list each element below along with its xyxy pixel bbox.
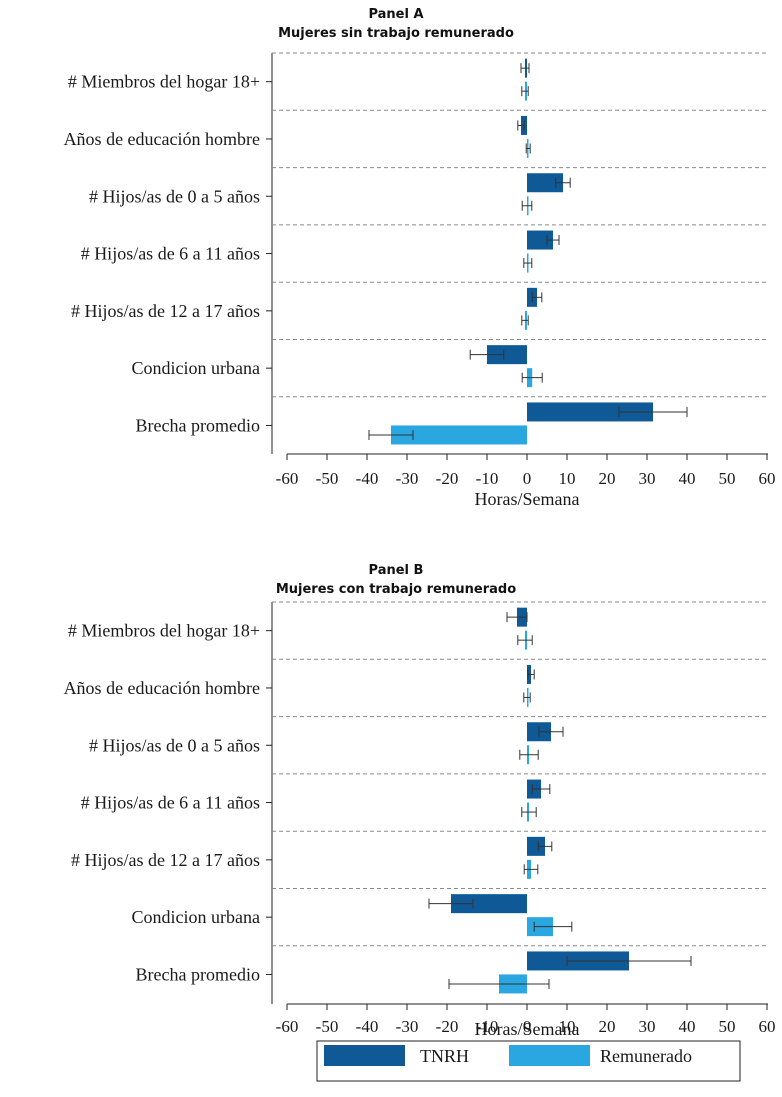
panel-b-x-tick-label: 10 (559, 1017, 576, 1036)
legend-box (316, 1040, 741, 1082)
panel-a-label: Panel A (368, 7, 423, 22)
panel-b-x-tick-label: -30 (396, 1017, 419, 1036)
panel-a-x-axis-title: Horas/Semana (475, 489, 580, 509)
panel-a-x-tick-label: 0 (523, 469, 532, 488)
panel-a-bar-tnrh (487, 345, 527, 365)
panel-b-chart: Panel B Mujeres con trabajo remunerado H… (64, 563, 776, 1039)
panel-a-category-label: Condicion urbana (132, 358, 260, 378)
panel-a-category-label: # Hijos/as de 6 a 11 años (81, 244, 260, 264)
panel-b-category-label: Brecha promedio (136, 964, 260, 984)
panel-b-category-label: Años de educación hombre (64, 678, 260, 698)
legend-swatch-tnrh (324, 1045, 405, 1066)
panel-a-x-tick-label: -50 (316, 469, 339, 488)
panel-a-chart: Panel A Mujeres sin trabajo remunerado H… (64, 7, 776, 509)
legend: TNRH Remunerado (316, 1040, 741, 1082)
panel-a-category-label: Años de educación hombre (64, 129, 260, 149)
panel-a-x-tick-label: 60 (759, 469, 776, 488)
panel-b-bar-tnrh (527, 836, 545, 856)
panel-b-x-tick-label: 0 (523, 1017, 532, 1036)
panel-b-category-label: Condicion urbana (132, 907, 260, 927)
panel-a-x-tick-label: 30 (639, 469, 656, 488)
legend-label-remunerado: Remunerado (600, 1046, 692, 1066)
panel-b-x-tick-label: -40 (356, 1017, 379, 1036)
panel-a-x-tick-label: -30 (396, 469, 419, 488)
panel-a-bar-tnrh (527, 173, 563, 193)
panel-a-category-label: # Hijos/as de 12 a 17 años (71, 301, 260, 321)
panel-b-x-tick-label: -60 (276, 1017, 299, 1036)
panel-a-bar-tnrh (527, 402, 653, 422)
panel-b-title: Mujeres con trabajo remunerado (276, 582, 516, 597)
panel-a-x-tick-label: -60 (276, 469, 299, 488)
panel-b-x-tick-label: 40 (679, 1017, 696, 1036)
panel-b-category-label: # Hijos/as de 0 a 5 años (89, 735, 260, 755)
panel-b-x-tick-label: -20 (436, 1017, 459, 1036)
panel-a-x-tick-label: 40 (679, 469, 696, 488)
panel-a-x-tick-label: 20 (599, 469, 616, 488)
panel-a-x-tick-label: -20 (436, 469, 459, 488)
panel-b-x-tick-label: 50 (719, 1017, 736, 1036)
panel-b-x-tick-label: -50 (316, 1017, 339, 1036)
panel-b-category-label: # Hijos/as de 12 a 17 años (71, 850, 260, 870)
panel-a-category-label: # Hijos/as de 0 a 5 años (89, 186, 260, 206)
panel-b-category-label: # Hijos/as de 6 a 11 años (81, 793, 260, 813)
panel-a-x-tick-label: -40 (356, 469, 379, 488)
panel-a-bar-remunerado (391, 425, 527, 445)
legend-label-tnrh: TNRH (420, 1046, 469, 1066)
panel-a-x-tick-label: 50 (719, 469, 736, 488)
panel-b-x-tick-label: 20 (599, 1017, 616, 1036)
panel-b-label: Panel B (369, 563, 424, 578)
panel-a-x-tick-label: 10 (559, 469, 576, 488)
panel-b-x-tick-label: 30 (639, 1017, 656, 1036)
panel-b-x-tick-label: -10 (476, 1017, 499, 1036)
panel-a-title: Mujeres sin trabajo remunerado (278, 26, 514, 41)
legend-swatch-remunerado (509, 1045, 590, 1066)
panel-b-x-tick-label: 60 (759, 1017, 776, 1036)
panel-b-x-axis-title: Horas/Semana (475, 1019, 580, 1039)
panel-b-bar-tnrh (451, 894, 527, 914)
panel-a-x-tick-label: -10 (476, 469, 499, 488)
panel-a-category-label: Brecha promedio (136, 415, 260, 435)
panel-b-category-label: # Miembros del hogar 18+ (68, 621, 260, 641)
panel-a-category-label: # Miembros del hogar 18+ (68, 72, 260, 92)
